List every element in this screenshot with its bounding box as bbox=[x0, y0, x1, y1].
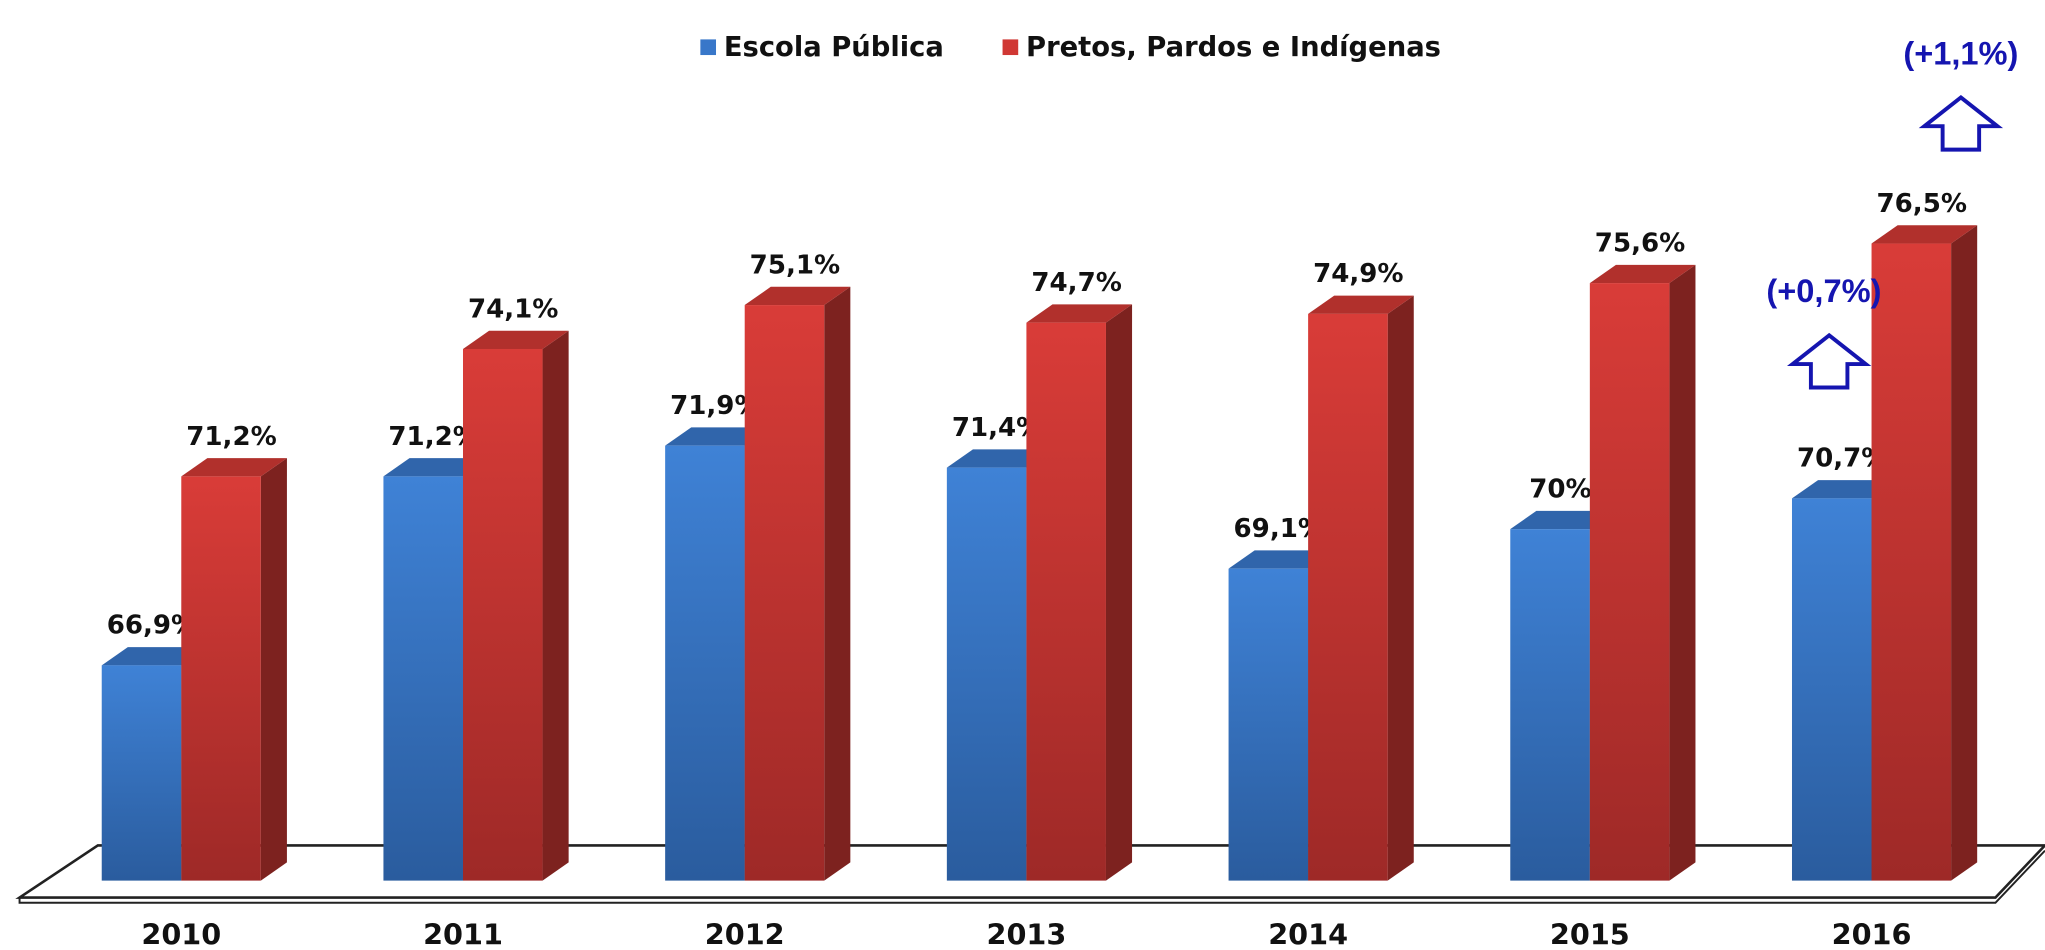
value-label: 74,9% bbox=[1313, 259, 1403, 289]
bar-top bbox=[462, 330, 569, 349]
x-tick-label: 2014 bbox=[1268, 918, 1348, 950]
bar-top bbox=[744, 286, 851, 306]
bar-front bbox=[946, 467, 1027, 881]
bar-top bbox=[101, 647, 208, 666]
bar bbox=[1589, 264, 1696, 881]
bar-front bbox=[1510, 529, 1590, 881]
bar-top bbox=[181, 458, 287, 477]
bar-top bbox=[1228, 550, 1335, 569]
value-label: 70% bbox=[1529, 474, 1591, 504]
x-tick-label: 2016 bbox=[1832, 918, 1912, 950]
legend-label: Escola Pública bbox=[724, 32, 944, 63]
bar-top bbox=[946, 449, 1053, 468]
bar-side bbox=[1951, 225, 1978, 881]
bar bbox=[744, 286, 851, 881]
bar-front bbox=[1228, 568, 1309, 881]
bar-side bbox=[1387, 295, 1414, 881]
legend-label: Pretos, Pardos e Indígenas bbox=[1026, 32, 1441, 63]
bar-front bbox=[462, 348, 543, 881]
annotation: (+1,1%) bbox=[1903, 34, 2018, 71]
bar-side bbox=[542, 330, 569, 881]
value-label: 76,5% bbox=[1877, 189, 1967, 219]
value-label: 71,2% bbox=[186, 422, 276, 452]
bar-front bbox=[1589, 283, 1670, 881]
value-label: 75,1% bbox=[750, 250, 840, 280]
x-tick-label: 2013 bbox=[986, 918, 1066, 950]
bar bbox=[181, 458, 287, 881]
x-tick-label: 2011 bbox=[423, 918, 503, 950]
bar-side bbox=[824, 286, 851, 881]
value-label: 75,6% bbox=[1595, 228, 1685, 258]
bar-front bbox=[1871, 243, 1952, 881]
legend-swatch bbox=[700, 39, 717, 56]
bar bbox=[1308, 295, 1414, 881]
bar-front bbox=[744, 305, 825, 881]
bar-side bbox=[1105, 304, 1133, 881]
bar-top bbox=[383, 458, 490, 477]
value-label: 74,7% bbox=[1031, 268, 1121, 298]
bar-front bbox=[665, 445, 745, 881]
x-tick-label: 2010 bbox=[141, 918, 221, 950]
value-label: 74,1% bbox=[468, 294, 558, 324]
bar bbox=[1026, 304, 1133, 881]
bar-front bbox=[181, 476, 261, 881]
annotation-arrow bbox=[1918, 94, 2004, 152]
x-tick-label: 2015 bbox=[1550, 918, 1630, 950]
bar-top bbox=[1791, 480, 1898, 499]
annotation: (+0,7%) bbox=[1766, 272, 1881, 309]
bar-top bbox=[1026, 304, 1133, 323]
legend-swatch bbox=[1002, 39, 1019, 56]
floor-edge bbox=[18, 849, 2045, 904]
bar bbox=[1871, 225, 1978, 881]
bar-top bbox=[1308, 295, 1414, 314]
bar-side bbox=[260, 458, 287, 881]
x-tick-label: 2012 bbox=[705, 918, 785, 950]
bar-front bbox=[1026, 322, 1106, 881]
bar-top bbox=[1589, 264, 1696, 284]
bar-front bbox=[1791, 498, 1872, 881]
bar-top bbox=[665, 427, 771, 446]
legend: Escola Pública Pretos, Pardos e Indígenas bbox=[700, 32, 1441, 63]
bar bbox=[462, 330, 569, 881]
bar-side bbox=[1669, 264, 1696, 881]
bar-top bbox=[1871, 225, 1978, 244]
bar-front bbox=[1308, 313, 1388, 881]
bar-top bbox=[1510, 510, 1616, 530]
annotation-arrow bbox=[1786, 332, 1872, 390]
bar-front bbox=[383, 476, 463, 881]
bar-front bbox=[101, 665, 182, 881]
